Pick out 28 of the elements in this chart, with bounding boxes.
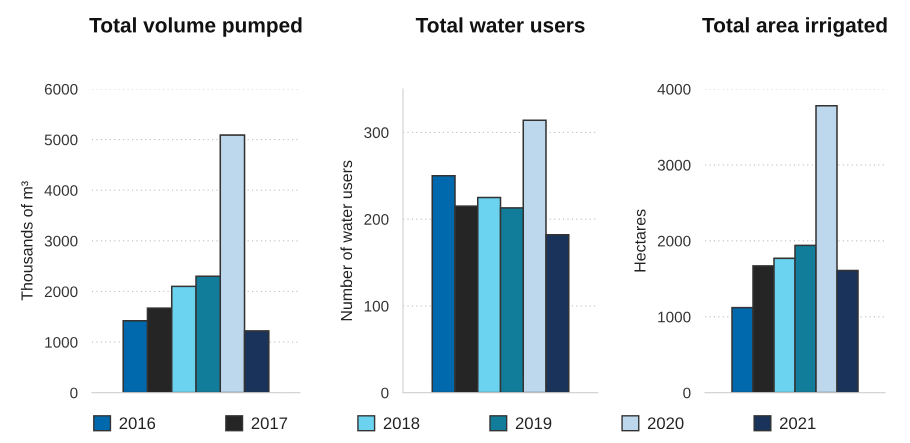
y-tick-label: 2000 <box>658 236 691 247</box>
legend-label: 2019 <box>516 417 552 430</box>
y-axis-title: Thousands of m³ <box>20 181 33 300</box>
legend-label: 2016 <box>120 417 156 430</box>
y-tick-label: 2000 <box>44 286 78 298</box>
legend-label: 2021 <box>780 417 816 430</box>
y-tick-label: 3000 <box>658 160 691 171</box>
chart-title: Total water users <box>416 17 585 33</box>
y-tick-label: 4000 <box>657 84 691 95</box>
y-axis-title: Hectares <box>634 209 646 272</box>
y-tick-label: 1000 <box>658 312 691 322</box>
chart-title: Total volume pumped <box>89 17 302 37</box>
y-tick-label: 3000 <box>44 236 78 247</box>
legend-label: 2020 <box>648 417 684 430</box>
y-tick-label: 0 <box>683 388 691 398</box>
chart-title: Total area irrigated <box>702 17 887 37</box>
y-tick-label: 5000 <box>44 134 78 146</box>
y-tick-label: 100 <box>364 300 389 312</box>
legend-label: 2017 <box>252 417 288 430</box>
legend-label: 2018 <box>384 417 420 430</box>
y-tick-label: 4000 <box>44 185 78 196</box>
y-tick-label: 6000 <box>44 84 78 95</box>
y-tick-label: 200 <box>364 214 389 225</box>
y-tick-label: 0 <box>70 388 78 398</box>
y-tick-label: 1000 <box>45 336 78 348</box>
y-tick-label: 0 <box>381 388 389 398</box>
y-axis-title: Number of water users <box>340 160 352 320</box>
y-tick-label: 300 <box>364 127 389 138</box>
